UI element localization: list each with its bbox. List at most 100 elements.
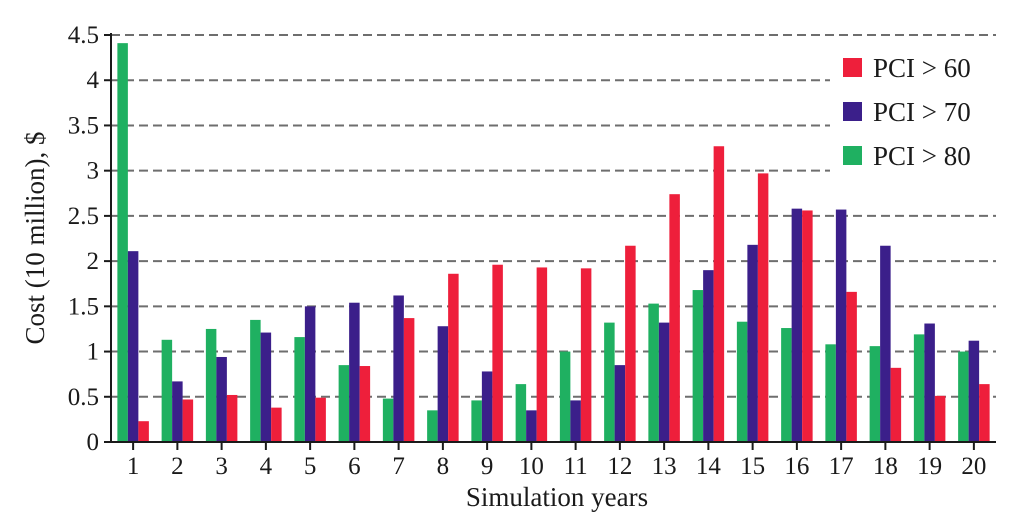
bar-pci-60-year-10 bbox=[536, 267, 548, 442]
bar-pci-80-year-8 bbox=[427, 410, 438, 442]
x-tick-label: 7 bbox=[392, 453, 405, 480]
x-tick-label: 10 bbox=[519, 453, 544, 480]
bar-pci-70-year-7 bbox=[393, 295, 404, 442]
bar-pci-60-year-14 bbox=[713, 146, 725, 442]
bar-pci-60-year-9 bbox=[492, 264, 503, 442]
y-tick-label: 1.5 bbox=[68, 293, 99, 320]
y-tick-label: 0.5 bbox=[68, 384, 99, 411]
bar-pci-80-year-12 bbox=[604, 322, 615, 442]
x-tick-label: 19 bbox=[917, 453, 942, 480]
x-tick-label: 15 bbox=[740, 453, 765, 480]
legend-swatch bbox=[843, 146, 862, 165]
bar-pci-70-year-10 bbox=[526, 410, 537, 442]
bar-pci-80-year-13 bbox=[648, 303, 659, 442]
y-tick-label: 4.5 bbox=[68, 22, 99, 49]
bar-pci-80-year-4 bbox=[250, 319, 261, 442]
bar-pci-60-year-8 bbox=[448, 273, 459, 442]
bar-pci-70-year-12 bbox=[614, 365, 626, 442]
bar-pci-80-year-14 bbox=[692, 290, 704, 442]
bar-pci-60-year-12 bbox=[625, 245, 636, 442]
bar-pci-60-year-11 bbox=[580, 268, 592, 442]
legend-label: PCI > 70 bbox=[873, 97, 971, 127]
bar-pci-70-year-4 bbox=[260, 332, 272, 442]
legend-label: PCI > 80 bbox=[873, 141, 971, 171]
bar-pci-80-year-15 bbox=[736, 321, 748, 442]
bar-pci-80-year-6 bbox=[338, 365, 350, 442]
bar-pci-70-year-9 bbox=[481, 371, 493, 442]
y-tick-label: 2.5 bbox=[68, 203, 99, 230]
bar-pci-60-year-17 bbox=[846, 291, 857, 442]
x-tick-label: 17 bbox=[829, 453, 854, 480]
bar-pci-80-year-11 bbox=[559, 351, 571, 442]
y-tick-label: 2 bbox=[87, 248, 100, 275]
bar-pci-80-year-5 bbox=[294, 337, 305, 442]
bar-pci-70-year-1 bbox=[127, 251, 139, 442]
bar-pci-80-year-18 bbox=[869, 346, 881, 442]
x-tick-label: 1 bbox=[127, 453, 140, 480]
bar-pci-70-year-2 bbox=[172, 381, 183, 442]
bar-pci-60-year-16 bbox=[802, 210, 813, 442]
tick-labels: 00.511.522.533.544.51 2 3 4 5 6 7 8 9 10 11 12 13 14 1… bbox=[68, 22, 987, 480]
y-tick-label: 1 bbox=[87, 339, 100, 366]
x-tick-label: 4 bbox=[260, 453, 273, 480]
bar-pci-80-year-20 bbox=[958, 351, 969, 442]
y-tick-label: 0 bbox=[87, 429, 100, 456]
bar-pci-80-year-9 bbox=[471, 400, 482, 442]
x-tick-label: 8 bbox=[437, 453, 450, 480]
legend-label: PCI > 60 bbox=[873, 53, 971, 83]
x-tick-label: 13 bbox=[652, 453, 677, 480]
x-tick-label: 3 bbox=[215, 453, 228, 480]
x-tick-label: 6 bbox=[348, 453, 361, 480]
bar-pci-70-year-6 bbox=[349, 302, 360, 442]
y-tick-label: 3.5 bbox=[68, 112, 99, 139]
x-tick-label: 14 bbox=[696, 453, 722, 480]
legend: PCI > 60 PCI > 70 PCI > 80 bbox=[830, 46, 996, 194]
bar-pci-60-year-2 bbox=[182, 399, 194, 442]
legend-swatch bbox=[843, 58, 862, 77]
x-tick-label: 2 bbox=[171, 453, 184, 480]
bar-pci-80-year-16 bbox=[781, 328, 792, 442]
bar-pci-60-year-6 bbox=[359, 366, 371, 442]
y-axis-title: Cost (10 million), $ bbox=[20, 131, 50, 344]
bar-pci-70-year-11 bbox=[570, 400, 581, 442]
x-axis-title: Simulation years bbox=[466, 482, 648, 512]
x-tick-label: 5 bbox=[304, 453, 317, 480]
bar-pci-60-year-13 bbox=[669, 194, 680, 442]
bar-pci-70-year-15 bbox=[747, 244, 758, 442]
bar-pci-80-year-2 bbox=[161, 339, 173, 442]
bar-pci-60-year-19 bbox=[934, 395, 946, 442]
bar-pci-70-year-8 bbox=[437, 326, 449, 442]
bar-pci-60-year-15 bbox=[757, 173, 769, 442]
x-tick-label: 12 bbox=[607, 453, 632, 480]
bar-pci-70-year-16 bbox=[791, 208, 803, 442]
x-tick-label: 11 bbox=[564, 453, 588, 480]
bar-pci-60-year-4 bbox=[271, 407, 282, 442]
bar-pci-80-year-7 bbox=[382, 398, 394, 442]
bar-pci-60-year-1 bbox=[138, 421, 149, 442]
bar-pci-60-year-3 bbox=[226, 394, 238, 442]
bar-pci-60-year-18 bbox=[890, 367, 902, 442]
bar-pci-70-year-5 bbox=[304, 306, 316, 442]
bars bbox=[117, 43, 990, 442]
bar-pci-70-year-14 bbox=[703, 270, 714, 442]
bar-pci-60-year-5 bbox=[315, 397, 326, 442]
x-tick-label: 20 bbox=[961, 453, 986, 480]
bar-pci-80-year-17 bbox=[825, 344, 836, 442]
bar-pci-80-year-10 bbox=[515, 384, 527, 442]
x-tick-label: 18 bbox=[873, 453, 898, 480]
bar-pci-80-year-3 bbox=[205, 328, 217, 442]
bar-pci-70-year-13 bbox=[658, 322, 670, 442]
bar-pci-80-year-1 bbox=[117, 43, 128, 442]
axes bbox=[104, 33, 996, 450]
bar-pci-80-year-19 bbox=[913, 334, 925, 442]
bar-pci-70-year-17 bbox=[835, 209, 847, 442]
bar-pci-70-year-3 bbox=[216, 356, 227, 442]
x-tick-label: 16 bbox=[784, 453, 809, 480]
bar-pci-70-year-20 bbox=[968, 340, 980, 442]
y-tick-label: 3 bbox=[87, 158, 100, 185]
x-tick-label: 9 bbox=[481, 453, 494, 480]
bar-pci-70-year-18 bbox=[880, 245, 891, 442]
bar-pci-70-year-19 bbox=[924, 323, 935, 442]
